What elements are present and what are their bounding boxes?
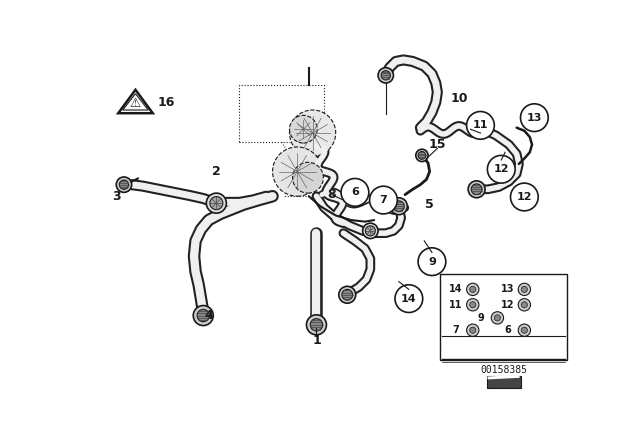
Circle shape — [395, 285, 422, 313]
Circle shape — [339, 286, 356, 303]
Circle shape — [210, 197, 223, 210]
Text: 8: 8 — [328, 188, 336, 201]
Text: 11: 11 — [449, 300, 463, 310]
Circle shape — [381, 71, 390, 80]
Text: 16: 16 — [157, 96, 175, 109]
Text: 13: 13 — [500, 284, 514, 294]
Text: 12: 12 — [493, 164, 509, 174]
Text: 10: 10 — [450, 92, 468, 105]
Text: 1: 1 — [312, 335, 321, 348]
Circle shape — [363, 223, 378, 238]
Circle shape — [418, 248, 446, 276]
Circle shape — [119, 180, 129, 189]
Text: 9: 9 — [428, 257, 436, 267]
Circle shape — [418, 151, 426, 159]
Circle shape — [511, 183, 538, 211]
Text: 7: 7 — [452, 325, 459, 335]
Circle shape — [390, 198, 407, 215]
Circle shape — [518, 283, 531, 296]
Circle shape — [467, 324, 479, 336]
Circle shape — [378, 68, 394, 83]
Circle shape — [116, 177, 132, 192]
Text: 7: 7 — [380, 195, 387, 205]
Circle shape — [520, 104, 548, 132]
Circle shape — [416, 149, 428, 162]
Text: 13: 13 — [527, 112, 542, 123]
Circle shape — [521, 302, 527, 308]
Circle shape — [289, 110, 336, 156]
Text: 6: 6 — [504, 325, 511, 335]
Circle shape — [206, 193, 227, 213]
Text: 5: 5 — [425, 198, 434, 211]
Text: 9: 9 — [477, 313, 484, 323]
Circle shape — [310, 319, 323, 331]
Circle shape — [470, 286, 476, 293]
Circle shape — [521, 327, 527, 333]
Circle shape — [521, 286, 527, 293]
Polygon shape — [486, 375, 520, 388]
Circle shape — [292, 162, 323, 193]
Text: 4: 4 — [204, 309, 213, 322]
Circle shape — [273, 147, 322, 196]
Text: 12: 12 — [516, 192, 532, 202]
Circle shape — [193, 306, 213, 326]
Text: ⚠: ⚠ — [130, 96, 141, 110]
Circle shape — [467, 112, 494, 139]
Circle shape — [494, 315, 500, 321]
Circle shape — [394, 201, 404, 211]
Circle shape — [518, 299, 531, 311]
Circle shape — [467, 283, 479, 296]
Circle shape — [341, 178, 369, 206]
Text: 2: 2 — [212, 165, 221, 178]
Circle shape — [289, 116, 317, 143]
FancyBboxPatch shape — [440, 274, 566, 360]
Circle shape — [470, 327, 476, 333]
Circle shape — [470, 302, 476, 308]
Text: 15: 15 — [429, 138, 446, 151]
Text: 3: 3 — [112, 190, 120, 203]
Circle shape — [468, 181, 485, 198]
Circle shape — [488, 155, 515, 183]
Polygon shape — [488, 375, 519, 379]
Circle shape — [471, 184, 482, 195]
Text: 14: 14 — [401, 293, 417, 304]
Circle shape — [518, 324, 531, 336]
Circle shape — [492, 312, 504, 324]
Text: 00158385: 00158385 — [480, 365, 527, 375]
Circle shape — [369, 186, 397, 214]
Text: 11: 11 — [473, 121, 488, 130]
Text: 6: 6 — [351, 187, 359, 198]
Circle shape — [197, 310, 209, 322]
Text: 14: 14 — [449, 284, 463, 294]
Circle shape — [365, 226, 375, 236]
Text: 12: 12 — [500, 300, 514, 310]
Circle shape — [307, 315, 326, 335]
Circle shape — [467, 299, 479, 311]
Circle shape — [342, 289, 353, 300]
